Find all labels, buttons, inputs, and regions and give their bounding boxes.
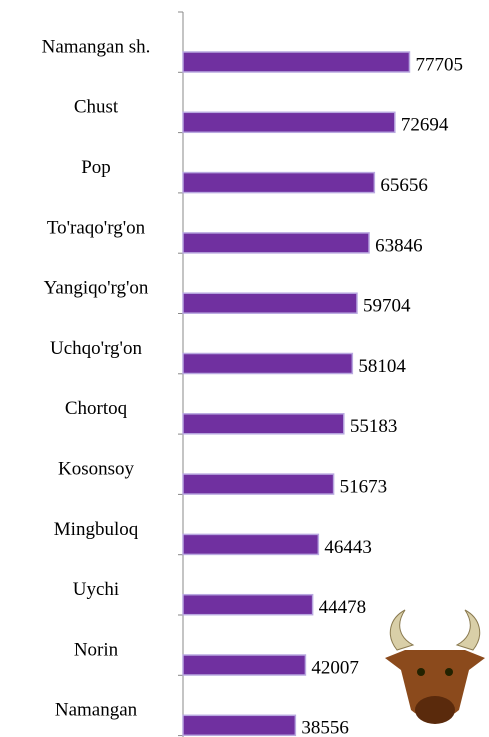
category-label: Uchqo'rg'on: [50, 338, 142, 359]
value-label: 77705: [415, 54, 463, 75]
category-label: Uychi: [73, 579, 119, 600]
category-label: Namangan: [55, 700, 138, 721]
bar: [182, 171, 376, 194]
value-label: 72694: [401, 115, 449, 136]
category-label: Yangiqo'rg'on: [44, 278, 149, 299]
bar: [182, 232, 370, 254]
bar: [182, 714, 297, 737]
bar: [182, 51, 411, 73]
bull-icon: [385, 609, 485, 724]
bar: [182, 352, 354, 375]
bar: [182, 593, 314, 616]
value-label: 46443: [324, 537, 372, 558]
category-label: Chust: [74, 97, 119, 118]
category-label: Kosonsoy: [58, 458, 135, 479]
category-label: Mingbuloq: [54, 519, 139, 540]
category-label: Norin: [74, 639, 119, 660]
category-label: Namangan sh.: [42, 36, 151, 57]
category-label: To'raqo'rg'on: [47, 217, 146, 238]
bar: [182, 533, 320, 556]
value-label: 63846: [375, 235, 423, 256]
value-label: 58104: [358, 356, 406, 377]
bar: [182, 473, 335, 495]
value-label: 42007: [311, 657, 359, 678]
bar: [182, 413, 345, 435]
value-label: 44478: [319, 597, 367, 618]
value-label: 51673: [340, 476, 388, 497]
value-label: 59704: [363, 296, 411, 317]
category-label: Chortoq: [65, 398, 128, 419]
bar: [182, 654, 307, 676]
value-label: 55183: [350, 416, 398, 437]
bar: [182, 292, 358, 314]
value-label: 65656: [380, 175, 428, 196]
bar: [182, 111, 396, 134]
category-label: Pop: [81, 157, 111, 178]
value-label: 38556: [301, 718, 349, 737]
